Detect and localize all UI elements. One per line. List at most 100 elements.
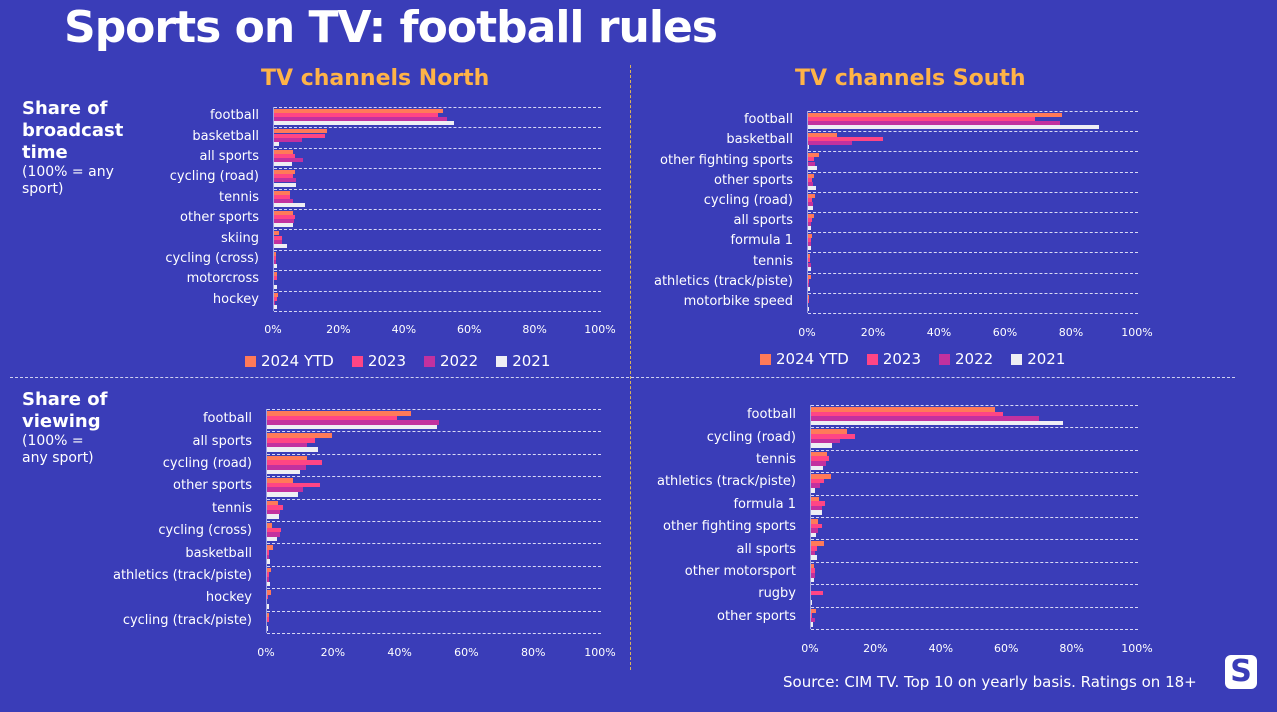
bar-2021 — [808, 165, 817, 170]
gridline — [267, 431, 601, 433]
category-label: other motorsport — [684, 564, 796, 579]
bar-2023 — [274, 276, 277, 281]
tick-label: 60% — [454, 646, 479, 659]
bar-2021 — [811, 510, 823, 515]
bar-2024-ytd — [274, 251, 276, 256]
bar-2021 — [274, 121, 455, 126]
gridline — [274, 290, 601, 292]
category-label: basketball — [185, 545, 252, 561]
category-label: other sports — [180, 210, 259, 226]
bar-2024-ytd — [267, 455, 308, 461]
bar-2021 — [811, 420, 1063, 426]
side-label-viewing-title: Share of viewing — [22, 389, 108, 432]
category-label: all sports — [733, 213, 793, 229]
category-label: other sports — [714, 172, 793, 188]
gridline — [808, 272, 1138, 274]
tick-label: 40% — [926, 326, 952, 339]
bar-2023 — [808, 137, 883, 142]
category-label: tennis — [212, 500, 252, 516]
bar-2023 — [267, 415, 398, 421]
tick-label: 100% — [584, 646, 616, 659]
gridline — [811, 629, 1138, 630]
gridline — [267, 498, 601, 500]
tick-label: 20% — [863, 642, 888, 655]
legend-swatch — [351, 356, 363, 367]
gridline — [267, 633, 601, 634]
tick-label: 40% — [928, 642, 954, 655]
bar-2021 — [808, 125, 1099, 130]
bar-2024-ytd — [267, 612, 270, 618]
bar-2024-ytd — [811, 608, 817, 614]
bar-2024-ytd — [267, 523, 272, 528]
bar-2023 — [274, 194, 291, 199]
category-label: basketball — [192, 128, 259, 144]
bar-2024-ytd — [808, 173, 814, 178]
legend-swatch — [1011, 354, 1023, 365]
bar-2022 — [811, 573, 815, 578]
bar-2021 — [274, 304, 277, 309]
bar-2023 — [274, 235, 283, 240]
chart-title-north: TV channels North — [261, 66, 490, 91]
bar-2022 — [811, 438, 841, 444]
bar-2022 — [808, 161, 815, 166]
category-label: other fighting sports — [660, 152, 793, 168]
bar-2023 — [274, 296, 277, 301]
bar-2023 — [808, 298, 809, 303]
tick-label: 100% — [1121, 326, 1153, 339]
category-label: hockey — [212, 291, 259, 307]
bar-2021 — [274, 223, 294, 228]
legend-item: 2022 — [939, 350, 993, 368]
gridline — [274, 127, 601, 129]
category-label: other fighting sports — [663, 519, 796, 535]
plot-area — [807, 111, 1138, 314]
legend-label: 2023 — [882, 350, 922, 368]
bar-2022 — [274, 219, 295, 224]
legend-swatch — [760, 354, 771, 365]
bar-2021 — [808, 266, 811, 271]
bar-2024-ytd — [274, 231, 280, 236]
gridline — [808, 171, 1138, 173]
gridline — [811, 494, 1138, 496]
bar-2021 — [811, 577, 815, 583]
category-label: all sports — [199, 149, 259, 164]
bar-2024-ytd — [808, 254, 810, 259]
vertical-divider — [630, 65, 631, 670]
tick-label: 80% — [1059, 642, 1084, 655]
bar-2021 — [267, 626, 268, 631]
bar-2024-ytd — [811, 407, 995, 412]
bar-2023 — [808, 177, 812, 182]
gridline — [808, 191, 1138, 193]
tick-label: 100% — [1121, 642, 1153, 655]
gridline — [274, 311, 601, 312]
legend-item: 2023 — [351, 352, 406, 370]
bar-2021 — [274, 162, 292, 167]
category-label: hockey — [205, 590, 252, 606]
legend-swatch — [245, 356, 256, 367]
category-label: tennis — [219, 189, 259, 205]
gridline — [267, 543, 601, 545]
legend-item: 2023 — [866, 350, 922, 368]
bar-2023 — [808, 258, 810, 263]
bar-2024-ytd — [267, 433, 333, 438]
side-label-broadcast-note: (100% = any sport) — [22, 164, 114, 197]
bar-2021 — [808, 226, 811, 231]
page-title: Sports on TV: football rules — [64, 2, 718, 53]
tick-label: 0% — [257, 646, 275, 659]
category-label: cycling (road) — [162, 456, 252, 471]
bar-2023 — [267, 550, 270, 555]
bar-2022 — [267, 465, 306, 470]
bar-2024-ytd — [808, 193, 815, 198]
bar-2023 — [811, 501, 826, 506]
gridline — [808, 292, 1138, 294]
bar-2023 — [811, 478, 824, 484]
bar-2024-ytd — [808, 113, 1062, 118]
bar-2023 — [811, 411, 1003, 417]
gridline — [274, 209, 601, 210]
bar-2022 — [811, 483, 821, 488]
gridline — [274, 249, 601, 251]
side-label-broadcast-title: Share of broadcast time — [22, 98, 124, 163]
bar-2023 — [808, 157, 814, 162]
category-label: formula 1 — [730, 233, 793, 249]
bar-2022 — [274, 178, 297, 183]
